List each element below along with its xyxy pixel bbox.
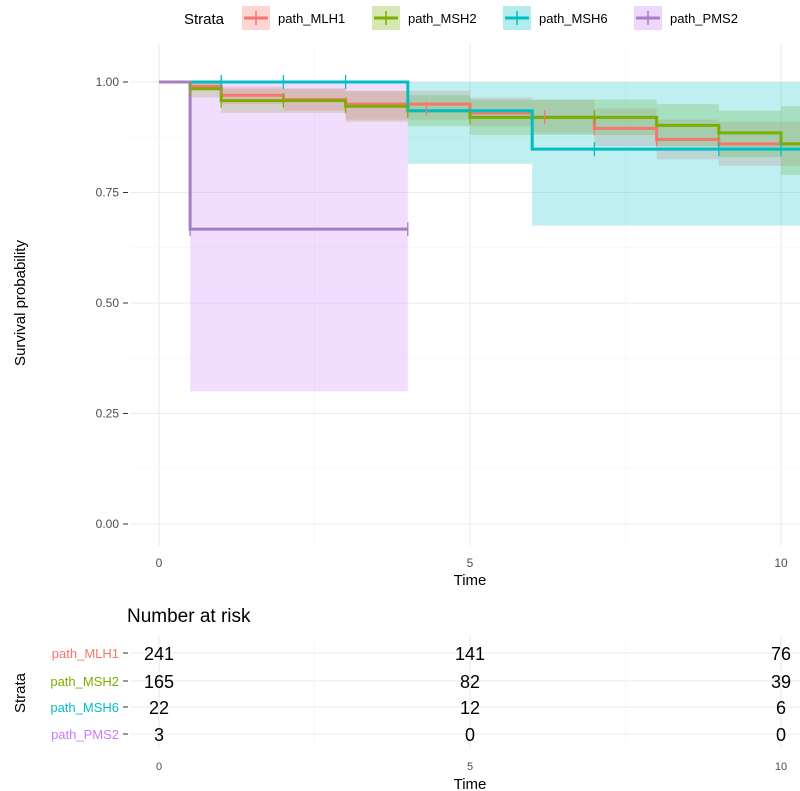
risk-x-tick-label: 5: [467, 761, 473, 773]
legend-item-path_MLH1: path_MLH1: [242, 6, 345, 30]
risk-table-title: Number at risk: [127, 606, 251, 627]
y-axis: 0.00 0.25 0.50 0.75 1.00: [96, 75, 128, 531]
ci-band-path_PMS2: [159, 82, 408, 392]
grid-lines: [130, 44, 800, 546]
risk-count-path_PMS2: 3: [154, 725, 164, 745]
ci-band-path_MLH1: [159, 82, 800, 166]
legend-title: Strata: [184, 11, 225, 28]
risk-x-tick-label: 0: [156, 761, 162, 773]
risk-count-path_MSH6: 6: [776, 698, 786, 718]
legend-item-path_PMS2: path_PMS2: [634, 6, 738, 30]
risk-row-label-path_MSH2: path_MSH2: [50, 674, 119, 689]
risk-row-label-path_MLH1: path_MLH1: [52, 646, 119, 661]
y-tick-label: 1.00: [96, 75, 120, 89]
risk-count-path_MSH6: 12: [460, 698, 480, 718]
risk-row-label-path_PMS2: path_PMS2: [51, 727, 119, 742]
legend: Strata path_MLH1 path_MSH2 path_MSH6 path_PM…: [184, 6, 738, 30]
risk-table-body: path_MLH1 241 141 76 path_MSH2 165 82 39 path_MS…: [50, 644, 791, 773]
survival-plot: 0.00 0.25 0.50 0.75 1.00 0 5 10 Survival proba…: [12, 44, 800, 589]
risk-count-path_MSH6: 22: [149, 698, 169, 718]
risk-count-path_MLH1: 241: [144, 644, 174, 664]
y-tick-label: 0.25: [96, 407, 120, 421]
risk-count-path_PMS2: 0: [776, 725, 786, 745]
risk-row-label-path_MSH6: path_MSH6: [50, 700, 119, 715]
risk-count-path_MLH1: 141: [455, 644, 485, 664]
risk-count-path_MLH1: 76: [771, 644, 791, 664]
legend-item-path_MSH2: path_MSH2: [372, 6, 477, 30]
curve-path_PMS2: [159, 80, 408, 231]
legend-item-path_MSH6: path_MSH6: [503, 6, 608, 30]
risk-count-path_MSH2: 165: [144, 672, 174, 692]
x-tick-label: 5: [467, 556, 474, 570]
y-tick-label: 0.75: [96, 186, 120, 200]
risk-x-tick-label: 10: [775, 761, 787, 773]
censor-marks: [189, 75, 782, 237]
x-axis: 0 5 10: [156, 556, 788, 570]
x-tick-label: 0: [156, 556, 163, 570]
legend-label-path_MSH2: path_MSH2: [408, 11, 477, 26]
legend-label-path_MLH1: path_MLH1: [278, 11, 345, 26]
ci-band-path_MSH2: [159, 82, 800, 175]
risk-table: Number at risk path_MLH1 241 141 76 path_MSH…: [12, 606, 800, 791]
risk-count-path_MSH2: 82: [460, 672, 480, 692]
legend-label-path_MSH6: path_MSH6: [539, 11, 608, 26]
risk-count-path_MSH2: 39: [771, 672, 791, 692]
risk-count-path_PMS2: 0: [465, 725, 475, 745]
risk-table-grid: [130, 636, 800, 748]
risk-table-x-title: Time: [454, 776, 487, 791]
legend-label-path_PMS2: path_PMS2: [670, 11, 738, 26]
y-tick-label: 0.00: [96, 517, 120, 531]
y-tick-label: 0.50: [96, 296, 120, 310]
confidence-bands: [159, 82, 800, 392]
x-axis-title: Time: [454, 572, 487, 589]
x-tick-label: 10: [774, 556, 788, 570]
y-axis-title: Survival probability: [12, 240, 29, 366]
risk-table-y-title: Strata: [12, 672, 29, 713]
